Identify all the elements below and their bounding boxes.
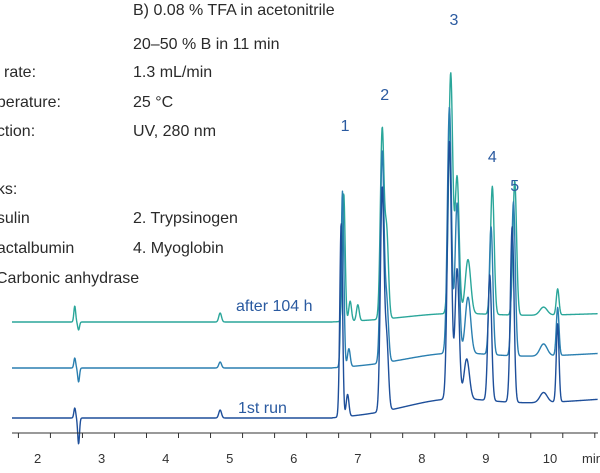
- x-tick-label: 8: [418, 451, 425, 466]
- x-tick-label: 4: [162, 451, 169, 466]
- trace-line-2: [11, 106, 598, 383]
- x-axis: 2 3 4 5 6 7 8 9 10 min: [12, 432, 600, 466]
- peak-label-1: 1: [341, 118, 350, 135]
- peak-label-2: 2: [380, 87, 389, 104]
- trace-line-1: [11, 72, 598, 331]
- series-label-after-104h: after 104 h: [236, 298, 313, 315]
- gradient: 20–50 % B in 11 min: [133, 36, 280, 53]
- x-tick-label: 2: [34, 451, 41, 466]
- peaks-label: aks:: [0, 181, 18, 198]
- flow-rate-label: w rate:: [0, 64, 37, 81]
- mobile-phase-b: B) 0.08 % TFA in acetonitrile: [133, 2, 335, 19]
- x-axis-unit: min: [582, 451, 600, 466]
- trace-line-3: [11, 140, 598, 445]
- peak-5-name: Carbonic anhydrase: [0, 270, 140, 287]
- peak-1-name: nsulin: [0, 210, 30, 227]
- peak-4-name: 4. Myoglobin: [133, 240, 224, 257]
- x-tick-label: 6: [290, 451, 297, 466]
- flow-rate-value: 1.3 mL/min: [133, 64, 213, 81]
- peak-3-name: Lactalbumin: [0, 240, 75, 257]
- peak-label-5: 5: [510, 178, 519, 195]
- x-tick-label: 9: [482, 451, 489, 466]
- trace-group: [11, 72, 598, 445]
- temperature-value: 25 °C: [133, 94, 174, 111]
- x-tick-label: 3: [98, 451, 105, 466]
- series-label-first-run: 1st run: [238, 400, 287, 417]
- x-tick-label: 5: [226, 451, 233, 466]
- x-tick-label: 10: [543, 451, 557, 466]
- detection-value: UV, 280 nm: [133, 123, 217, 140]
- peak-label-3: 3: [449, 12, 458, 29]
- x-tick-label: 7: [354, 451, 361, 466]
- peak-2-name: 2. Trypsinogen: [133, 210, 238, 227]
- peak-label-group: 1 2 3 45 after 104 h 1st run: [236, 12, 519, 417]
- detection-label: ection:: [0, 123, 36, 140]
- conditions-panel: B) 0.08 % TFA in acetonitrile 20–50 % B …: [0, 2, 335, 287]
- peak-label-4: 4: [488, 149, 497, 166]
